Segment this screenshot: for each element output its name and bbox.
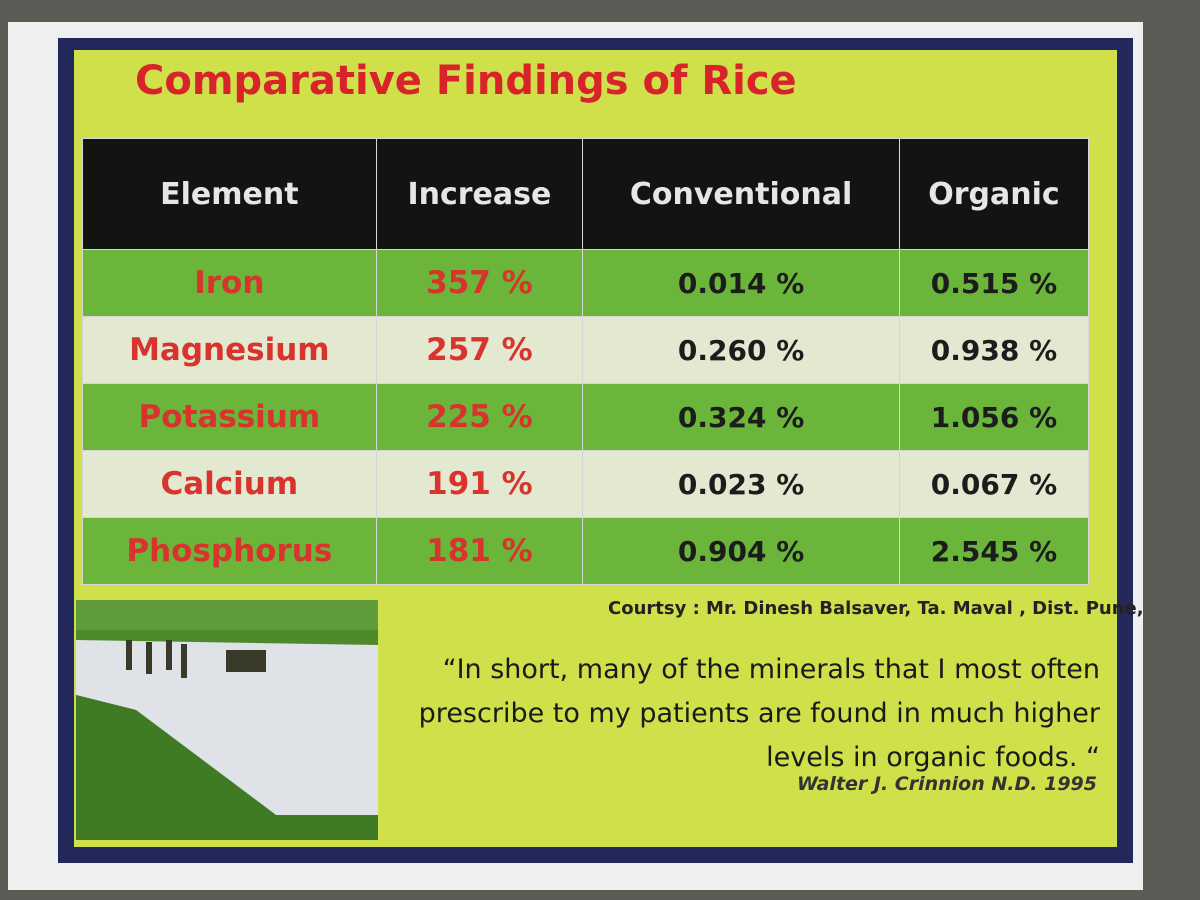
table-cell: 191 % — [375, 450, 584, 518]
table-row: Iron 357 % 0.014 % 0.515 % — [82, 249, 1090, 317]
column-header: Organic — [898, 138, 1090, 250]
table: Element Increase Conventional Organic Iron 3… — [82, 138, 1090, 585]
table-cell: Magnesium — [82, 316, 377, 384]
column-header: Increase — [375, 138, 584, 250]
quote: “In short, many of the minerals that I m… — [418, 654, 1100, 773]
table-cell: 257 % — [375, 316, 584, 384]
table-cell: Potassium — [82, 383, 377, 451]
table-cell: 0.904 % — [582, 517, 900, 585]
quote-author: Walter J. Crinnion N.D. 1995 — [796, 773, 1097, 795]
table-cell: Calcium — [82, 450, 377, 518]
rice-field-photo — [76, 600, 378, 840]
header-row: Element Increase Conventional Organic — [82, 138, 1090, 250]
table-cell: 0.023 % — [582, 450, 900, 518]
table-cell: 0.067 % — [898, 450, 1090, 518]
table-cell: 2.545 % — [898, 517, 1090, 585]
table-cell: 357 % — [375, 249, 584, 317]
table-cell: Phosphorus — [82, 517, 377, 585]
table-row: Phosphorus 181 % 0.904 % 2.545 % — [82, 517, 1090, 585]
table-cell: 225 % — [375, 383, 584, 451]
credit: Courtsy : Mr. Dinesh Balsaver, Ta. Maval… — [608, 598, 1144, 619]
column-header: Conventional — [582, 138, 900, 250]
table-row: Calcium 191 % 0.023 % 0.067 % — [82, 450, 1090, 518]
column-header: Element — [82, 138, 377, 250]
table-cell: 0.515 % — [898, 249, 1090, 317]
table-cell: 0.014 % — [582, 249, 900, 317]
table-row: Potassium 225 % 0.324 % 1.056 % — [82, 383, 1090, 451]
table-cell: 0.260 % — [582, 316, 900, 384]
table-cell: 1.056 % — [898, 383, 1090, 451]
table-row: Magnesium 257 % 0.260 % 0.938 % — [82, 316, 1090, 384]
title: Comparative Findings of Rice — [135, 58, 797, 104]
table-cell: 0.938 % — [898, 316, 1090, 384]
table-body: Iron 357 % 0.014 % 0.515 % Magnesium 257 % 0.2… — [82, 249, 1090, 585]
table-cell: 0.324 % — [582, 383, 900, 451]
table-cell: 181 % — [375, 517, 584, 585]
table-cell: Iron — [82, 249, 377, 317]
